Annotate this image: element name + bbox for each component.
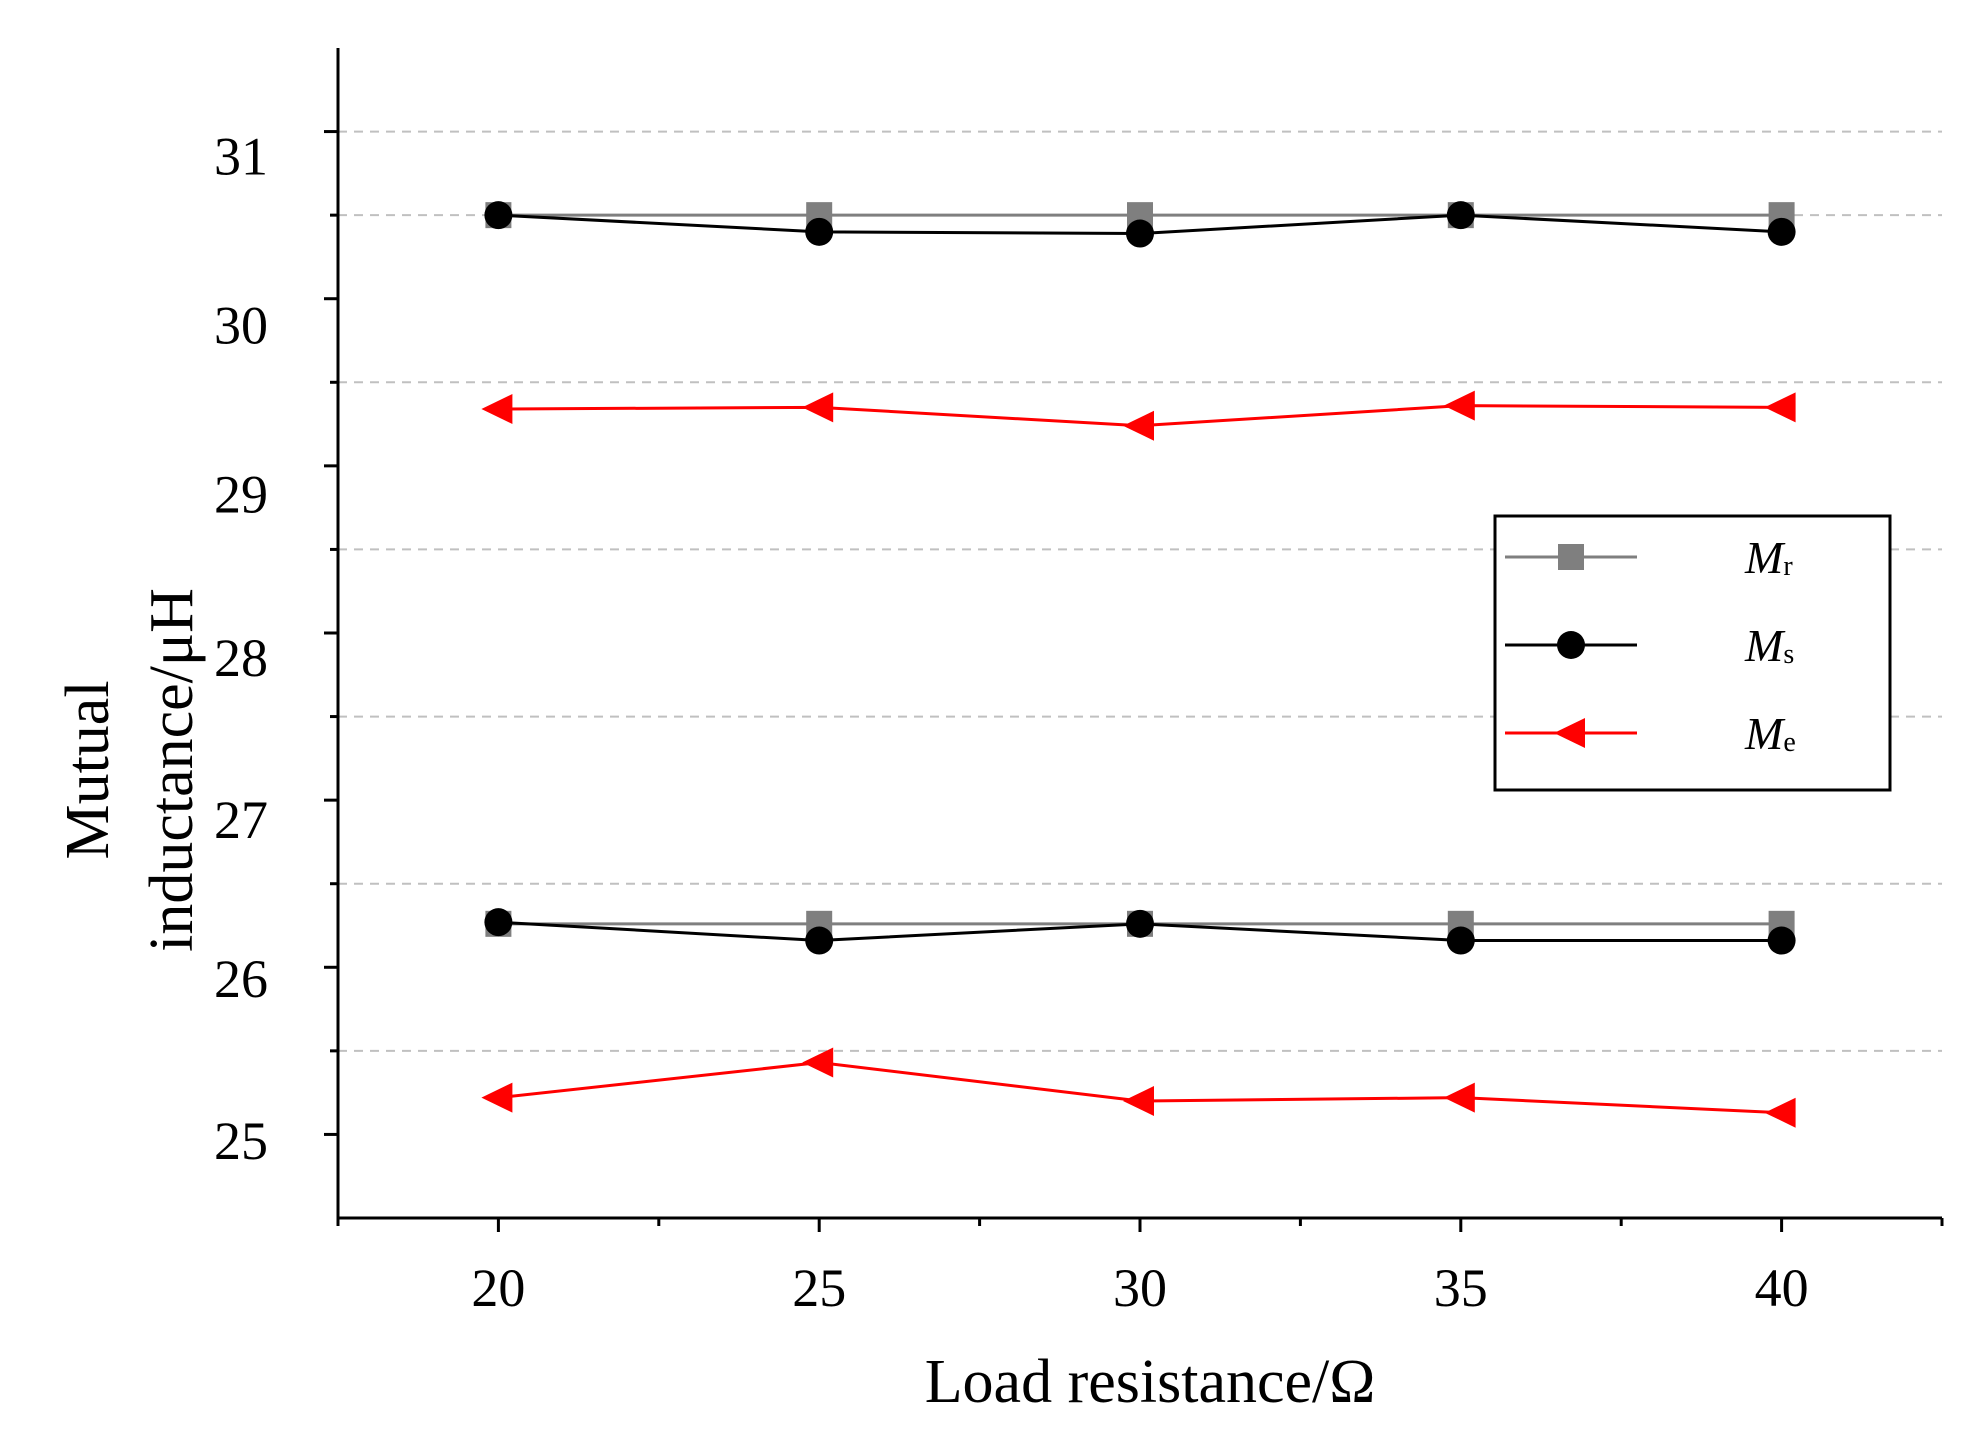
legend-label-subscript: e: [1783, 727, 1795, 758]
legend-label-subscript: s: [1783, 639, 1794, 670]
point-Me-lower: [481, 1082, 513, 1113]
legend-label-subscript: r: [1783, 551, 1793, 582]
x-tick-label: 25: [792, 1258, 846, 1318]
legend-marker-Ms: [1557, 631, 1585, 659]
point-Ms-lower: [1126, 909, 1154, 938]
point-Me-lower: [1443, 1082, 1475, 1113]
x-tick-label: 40: [1755, 1258, 1809, 1318]
point-Ms-lower: [1767, 926, 1796, 955]
series-markers: [481, 201, 1796, 1128]
x-axis-title: Load resistance/Ω: [925, 1348, 1376, 1416]
y-tick-label: 28: [214, 628, 268, 688]
legend-marker-Me: [1554, 718, 1585, 748]
point-Ms-upper: [1126, 219, 1154, 248]
point-Me-upper: [1764, 392, 1796, 423]
y-tick-label: 26: [214, 949, 268, 1009]
point-Ms-upper: [805, 217, 834, 246]
x-tick-label: 30: [1113, 1258, 1167, 1318]
point-Me-lower: [1764, 1097, 1796, 1128]
legend-label-main: M: [1744, 708, 1786, 759]
legend-label-Ms: Ms: [1744, 620, 1794, 671]
point-Ms-upper: [1767, 217, 1796, 246]
y-axis-title-line2: inductance/μH: [138, 588, 206, 952]
y-tick-label: 25: [214, 1111, 268, 1171]
axes: 25 26 27 28 29 30 31 20 25 30 35 40: [214, 48, 1944, 1318]
legend-label-main: M: [1744, 620, 1786, 671]
legend-label-main: M: [1744, 532, 1786, 583]
x-tick-label: 35: [1434, 1258, 1488, 1318]
point-Me-upper: [481, 394, 513, 425]
y-tick-label: 31: [214, 127, 268, 187]
point-Me-lower: [802, 1047, 834, 1078]
point-Ms-lower: [484, 908, 513, 937]
point-Me-upper: [1123, 410, 1154, 441]
y-tick-label: 30: [214, 295, 268, 355]
legend-label-Mr: Mr: [1744, 532, 1793, 583]
y-tick-label: 27: [214, 790, 268, 850]
point-Ms-upper: [1446, 201, 1475, 230]
legend-label-Me: Me: [1744, 708, 1796, 759]
point-Ms-lower: [805, 926, 834, 955]
point-Me-lower: [1123, 1086, 1154, 1116]
y-tick-label: 29: [214, 464, 268, 524]
x-tick-label: 20: [471, 1258, 525, 1318]
point-Me-upper: [1443, 390, 1475, 421]
point-Me-upper: [802, 392, 834, 423]
point-Ms-lower: [1446, 926, 1475, 955]
point-Ms-upper: [484, 201, 513, 230]
legend-marker-Mr: [1558, 544, 1584, 570]
y-axis-title-line1: Mutual: [54, 680, 122, 859]
